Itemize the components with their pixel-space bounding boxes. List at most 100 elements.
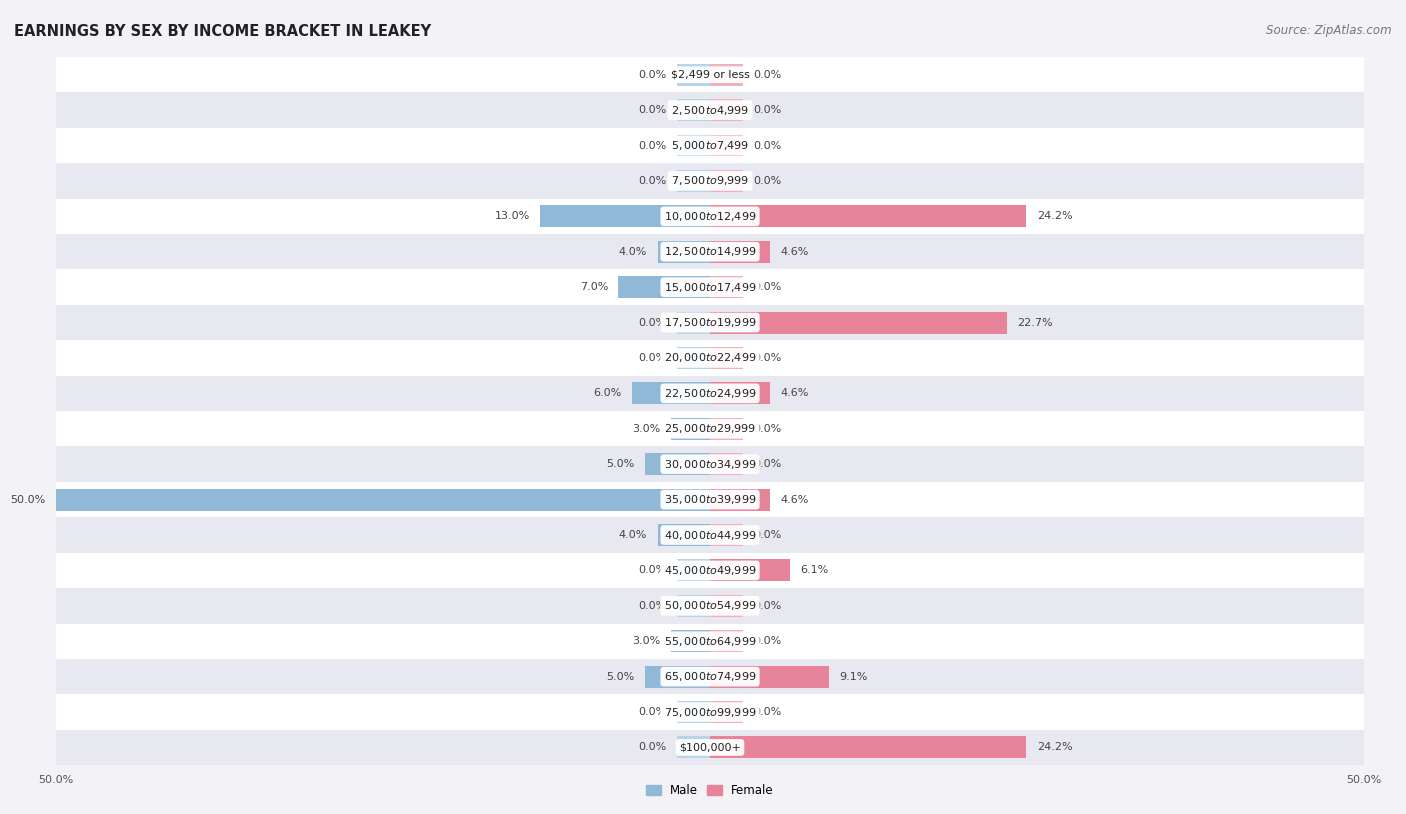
Text: $2,500 to $4,999: $2,500 to $4,999 (671, 103, 749, 116)
Bar (710, 524, 742, 546)
Text: 4.0%: 4.0% (619, 530, 647, 540)
Text: 0.0%: 0.0% (754, 105, 782, 115)
Text: 0.0%: 0.0% (754, 530, 782, 540)
Text: 3.0%: 3.0% (633, 637, 661, 646)
Text: 0.0%: 0.0% (754, 176, 782, 186)
Text: 0.0%: 0.0% (638, 566, 666, 575)
Text: 0.0%: 0.0% (754, 282, 782, 292)
Bar (710, 559, 790, 581)
Text: $45,000 to $49,999: $45,000 to $49,999 (664, 564, 756, 577)
Text: 7.0%: 7.0% (579, 282, 607, 292)
Text: 24.2%: 24.2% (1038, 742, 1073, 752)
Text: 9.1%: 9.1% (839, 672, 868, 681)
Bar (710, 453, 742, 475)
Bar (678, 347, 710, 369)
Text: 0.0%: 0.0% (754, 424, 782, 434)
Bar (540, 205, 710, 227)
Text: 6.0%: 6.0% (593, 388, 621, 398)
Text: 22.7%: 22.7% (1018, 317, 1053, 327)
Bar (710, 666, 830, 688)
Bar (710, 630, 742, 652)
Bar (56, 411, 1364, 446)
Text: 5.0%: 5.0% (606, 459, 634, 469)
Text: 6.1%: 6.1% (800, 566, 828, 575)
Bar (56, 446, 1364, 482)
Bar (56, 234, 1364, 269)
Text: Source: ZipAtlas.com: Source: ZipAtlas.com (1267, 24, 1392, 37)
Bar (631, 383, 710, 405)
Text: 0.0%: 0.0% (638, 707, 666, 717)
Text: $55,000 to $64,999: $55,000 to $64,999 (664, 635, 756, 648)
Text: 4.6%: 4.6% (780, 247, 808, 256)
Bar (710, 99, 742, 121)
Bar (56, 163, 1364, 199)
Bar (56, 92, 1364, 128)
Bar (710, 276, 742, 298)
Text: $35,000 to $39,999: $35,000 to $39,999 (664, 493, 756, 506)
Bar (678, 134, 710, 156)
Text: 0.0%: 0.0% (638, 353, 666, 363)
Bar (56, 57, 1364, 92)
Bar (671, 630, 710, 652)
Text: 5.0%: 5.0% (606, 672, 634, 681)
Bar (710, 418, 742, 440)
Bar (56, 128, 1364, 163)
Text: 0.0%: 0.0% (754, 637, 782, 646)
Text: 0.0%: 0.0% (754, 70, 782, 80)
Text: $75,000 to $99,999: $75,000 to $99,999 (664, 706, 756, 719)
Bar (710, 63, 742, 85)
Text: 4.0%: 4.0% (619, 247, 647, 256)
Bar (56, 488, 710, 510)
Text: 0.0%: 0.0% (638, 742, 666, 752)
Bar (671, 418, 710, 440)
Bar (710, 737, 1026, 759)
Text: 0.0%: 0.0% (638, 141, 666, 151)
Bar (619, 276, 710, 298)
Text: $25,000 to $29,999: $25,000 to $29,999 (664, 422, 756, 435)
Text: $30,000 to $34,999: $30,000 to $34,999 (664, 457, 756, 470)
Text: 0.0%: 0.0% (754, 141, 782, 151)
Bar (710, 241, 770, 263)
Bar (710, 134, 742, 156)
Bar (678, 701, 710, 723)
Bar (678, 312, 710, 334)
Text: $17,500 to $19,999: $17,500 to $19,999 (664, 316, 756, 329)
Bar (678, 559, 710, 581)
Bar (678, 99, 710, 121)
Bar (710, 383, 770, 405)
Bar (56, 730, 1364, 765)
Bar (710, 701, 742, 723)
Text: $22,500 to $24,999: $22,500 to $24,999 (664, 387, 756, 400)
Bar (710, 312, 1007, 334)
Text: 0.0%: 0.0% (754, 707, 782, 717)
Text: 3.0%: 3.0% (633, 424, 661, 434)
Bar (644, 453, 710, 475)
Bar (710, 595, 742, 617)
Text: $65,000 to $74,999: $65,000 to $74,999 (664, 670, 756, 683)
Text: $15,000 to $17,499: $15,000 to $17,499 (664, 281, 756, 294)
Text: $10,000 to $12,499: $10,000 to $12,499 (664, 210, 756, 223)
Bar (56, 659, 1364, 694)
Text: 0.0%: 0.0% (638, 601, 666, 610)
Text: 0.0%: 0.0% (638, 176, 666, 186)
Text: 24.2%: 24.2% (1038, 212, 1073, 221)
Bar (658, 524, 710, 546)
Bar (678, 737, 710, 759)
Bar (56, 518, 1364, 553)
Text: $50,000 to $54,999: $50,000 to $54,999 (664, 599, 756, 612)
Text: 4.6%: 4.6% (780, 495, 808, 505)
Bar (56, 482, 1364, 518)
Bar (56, 624, 1364, 659)
Bar (56, 375, 1364, 411)
Bar (710, 205, 1026, 227)
Text: 50.0%: 50.0% (10, 495, 46, 505)
Text: 0.0%: 0.0% (754, 353, 782, 363)
Bar (710, 347, 742, 369)
Bar (56, 553, 1364, 588)
Text: 0.0%: 0.0% (754, 601, 782, 610)
Bar (710, 170, 742, 192)
Text: $100,000+: $100,000+ (679, 742, 741, 752)
Text: $20,000 to $22,499: $20,000 to $22,499 (664, 352, 756, 365)
Bar (56, 694, 1364, 730)
Text: $7,500 to $9,999: $7,500 to $9,999 (671, 174, 749, 187)
